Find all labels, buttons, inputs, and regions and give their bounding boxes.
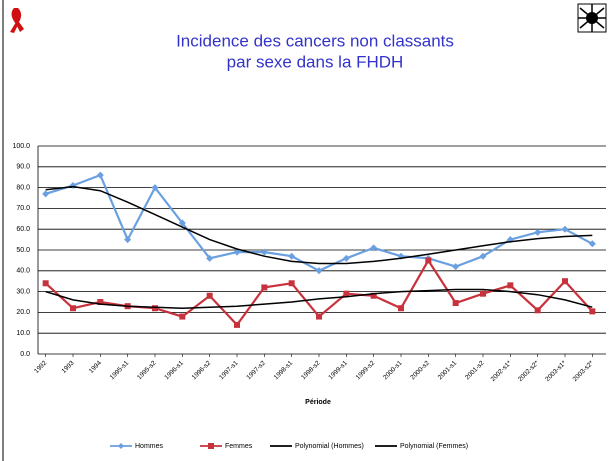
data-point	[562, 278, 568, 285]
data-point	[452, 263, 460, 271]
spider-icon	[577, 3, 607, 33]
legend-label: Hommes	[135, 443, 164, 450]
x-tick-label: 1997-s2	[245, 359, 267, 381]
y-tick-label: 30.0	[16, 288, 30, 295]
x-tick-label: 1998-s2	[300, 359, 322, 381]
x-tick-label: 1996-s1	[163, 359, 185, 381]
data-point	[534, 307, 541, 314]
x-tick-label: 2003-s1*	[544, 359, 568, 383]
data-point	[534, 228, 542, 236]
x-tick-label: 1995-s1	[109, 359, 131, 381]
y-tick-label: 0.0	[20, 351, 30, 358]
data-point	[315, 267, 323, 275]
legend-marker	[118, 443, 124, 449]
data-point	[479, 252, 487, 260]
data-point	[97, 299, 104, 305]
legend-label: Femmes	[225, 443, 253, 450]
data-point	[206, 254, 214, 262]
y-tick-label: 60.0	[16, 226, 30, 233]
x-tick-label: 1996-s2	[191, 359, 213, 381]
data-point	[370, 244, 378, 252]
data-point	[588, 240, 596, 248]
x-tick-label: 2000-s2	[409, 359, 431, 381]
data-point	[124, 236, 132, 244]
data-point	[96, 171, 104, 179]
data-point	[261, 284, 268, 291]
data-point	[342, 254, 350, 262]
data-point	[70, 305, 76, 312]
x-tick-label: 1999-s2	[355, 359, 377, 381]
data-point	[425, 257, 432, 264]
data-point	[370, 292, 377, 299]
data-point	[260, 248, 268, 256]
data-point	[288, 252, 296, 260]
y-tick-label: 100.0	[12, 143, 30, 150]
x-tick-label: 1993	[60, 359, 75, 374]
series-line	[45, 288, 593, 309]
data-point	[452, 300, 459, 307]
data-point	[179, 313, 186, 320]
y-tick-label: 90.0	[16, 164, 30, 171]
data-point	[316, 313, 322, 320]
data-point	[589, 308, 596, 315]
y-tick-label: 10.0	[16, 330, 30, 337]
x-tick-label: 2002-s1*	[490, 359, 514, 383]
data-point	[561, 225, 569, 233]
chart-title: Incidence des cancers non classants	[176, 31, 454, 50]
data-point	[151, 184, 159, 192]
data-point	[398, 305, 404, 312]
x-tick-label: 1994	[88, 359, 103, 374]
y-tick-label: 50.0	[16, 247, 30, 254]
data-point	[480, 290, 486, 297]
data-point	[152, 305, 158, 312]
data-point	[288, 280, 295, 287]
data-point	[206, 292, 213, 299]
series-line	[45, 185, 593, 265]
y-tick-label: 80.0	[16, 184, 30, 191]
data-point	[178, 219, 186, 227]
data-point	[507, 282, 514, 289]
x-tick-label: 2000-s1	[382, 359, 404, 381]
y-tick-label: 20.0	[16, 309, 30, 316]
x-tick-label: 1999-s1	[327, 359, 349, 381]
chart-title: par sexe dans la FHDH	[227, 52, 404, 71]
x-tick-label: 1995-s2	[136, 359, 158, 381]
series-line	[45, 173, 593, 273]
x-tick-label: 1997-s1	[218, 359, 240, 381]
x-tick-label: 1992	[33, 359, 48, 374]
legend-label: Polynomial (Hommes)	[295, 443, 364, 450]
legend-label: Polynomial (Femmes)	[400, 443, 468, 450]
data-point	[42, 190, 50, 198]
x-tick-label: 1998-s1	[273, 359, 295, 381]
x-tick-label: 2002-s2*	[517, 359, 541, 383]
data-point	[234, 321, 240, 328]
x-tick-label: 2003-s2*	[572, 359, 596, 383]
x-tick-label: 2001-s1	[437, 359, 459, 381]
y-tick-label: 70.0	[16, 205, 30, 212]
x-axis-label: Période	[305, 399, 331, 406]
data-point	[233, 248, 241, 256]
data-point	[343, 290, 350, 297]
ribbon-icon	[10, 8, 24, 33]
x-tick-label: 2001-s2	[464, 359, 486, 381]
data-point	[42, 280, 49, 287]
legend-marker	[208, 443, 214, 449]
y-tick-label: 40.0	[16, 268, 30, 275]
